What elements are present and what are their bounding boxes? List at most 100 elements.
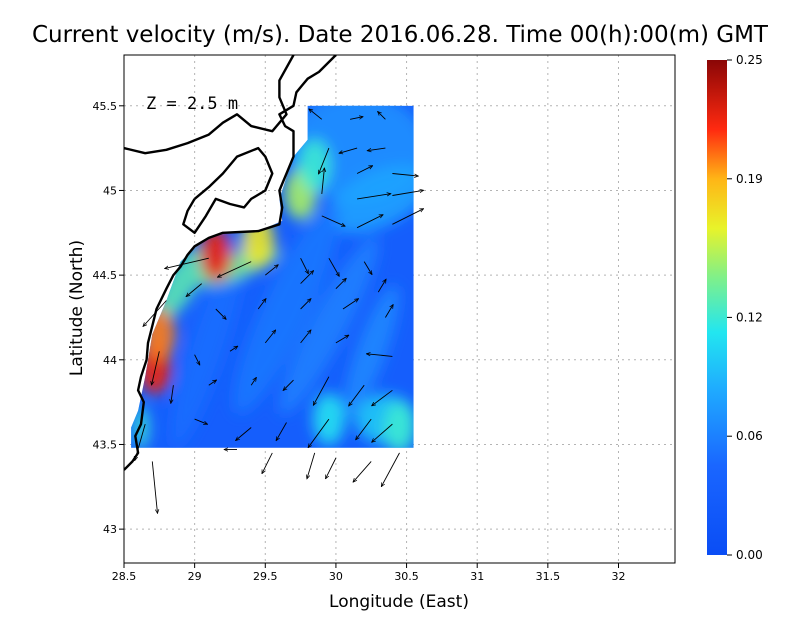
velocity-arrow	[392, 190, 423, 196]
velocity-arrow	[135, 423, 146, 460]
velocity-arrow	[339, 147, 358, 153]
lagoon-outline	[124, 55, 295, 234]
velocity-arrow	[143, 300, 167, 327]
velocity-arrow	[257, 299, 266, 310]
velocity-arrow	[300, 271, 314, 284]
field-band	[343, 285, 400, 418]
y-tick-label: 45	[103, 184, 117, 197]
velocity-arrow	[300, 257, 309, 274]
velocity-arrow	[309, 109, 323, 120]
velocity-arrow	[151, 461, 157, 513]
velocity-arrow	[385, 305, 393, 318]
velocity-arrow	[392, 173, 418, 177]
x-tick-label: 29.5	[253, 570, 278, 583]
velocity-arrow	[308, 418, 330, 448]
velocity-arrow	[325, 457, 337, 479]
colorbar-tick-label: 0.06	[736, 429, 763, 443]
velocity-arrow	[335, 278, 346, 290]
y-axis-ticks: 43 43.5 44 44.5 45 45.5	[93, 100, 124, 536]
y-tick-label: 44	[103, 354, 117, 367]
chart-title: Current velocity (m/s). Date 2016.06.28.…	[32, 22, 769, 48]
y-tick-label: 44.5	[93, 269, 118, 282]
velocity-arrow	[152, 351, 160, 385]
velocity-arrow	[300, 330, 311, 344]
velocity-arrow	[265, 265, 278, 276]
x-tick-label: 30	[329, 570, 343, 583]
colorbar-tick-label: 0.25	[736, 53, 763, 67]
velocity-arrow	[171, 385, 174, 403]
colorbar	[707, 60, 727, 555]
velocity-arrow	[335, 335, 349, 344]
y-axis-label: Latitude (North)	[67, 240, 87, 376]
velocity-arrow	[372, 423, 393, 442]
colorbar-ticks: 0.00 0.06 0.12 0.19 0.25	[727, 53, 763, 562]
velocity-arrow	[321, 168, 325, 194]
x-tick-label: 28.5	[112, 570, 137, 583]
velocity-arrow	[276, 422, 287, 441]
velocity-arrow	[283, 379, 294, 390]
velocity-arrow	[356, 165, 373, 174]
velocity-arrow	[342, 299, 359, 310]
velocity-arrow	[350, 117, 363, 120]
velocity-hotspot	[312, 393, 345, 446]
field-band	[279, 237, 379, 415]
velocity-arrow	[313, 376, 330, 406]
velocity-arrow	[261, 452, 273, 474]
velocity-arrow	[392, 208, 423, 225]
field-band	[132, 405, 149, 448]
velocity-vectors	[135, 109, 424, 514]
depth-annotation: Z = 2.5 m	[146, 94, 238, 114]
velocity-arrow	[236, 427, 252, 441]
field-bands	[132, 105, 414, 448]
field-band	[170, 238, 247, 448]
velocity-arrow	[165, 257, 209, 268]
velocity-arrow	[381, 452, 400, 487]
x-tick-label: 31.5	[536, 570, 561, 583]
x-tick-label: 32	[611, 570, 625, 583]
velocity-arrow	[194, 354, 201, 365]
velocity-arrow	[377, 279, 386, 293]
velocity-arrow	[215, 308, 226, 319]
velocity-arrow	[186, 283, 202, 297]
velocity-arrow	[349, 384, 365, 406]
velocity-arrow	[356, 214, 383, 229]
colorbar-tick-label: 0.19	[736, 172, 763, 186]
y-tick-label: 43	[103, 523, 117, 536]
field-band	[233, 204, 340, 414]
velocity-arrow	[307, 452, 316, 479]
colorbar-tick-label: 0.12	[736, 310, 763, 324]
x-axis-label: Longitude (East)	[329, 592, 469, 612]
velocity-arrow	[264, 330, 275, 344]
plot-frame	[123, 54, 676, 564]
velocity-arrow	[356, 418, 372, 440]
velocity-hotspot	[383, 401, 414, 448]
y-tick-label: 45.5	[93, 100, 118, 113]
velocity-arrow	[300, 299, 311, 310]
velocity-arrow	[250, 377, 256, 386]
x-tick-label: 30.5	[394, 570, 419, 583]
velocity-arrow	[367, 147, 386, 151]
x-tick-label: 31	[470, 570, 484, 583]
x-tick-label: 29	[188, 570, 202, 583]
y-tick-label: 43.5	[93, 438, 118, 451]
velocity-arrow	[372, 389, 393, 406]
velocity-arrow	[366, 354, 393, 357]
velocity-arrow	[319, 147, 330, 174]
velocity-arrow	[229, 346, 238, 352]
velocity-arrow	[353, 461, 372, 482]
velocity-hotspot	[298, 139, 331, 192]
velocity-hotspot	[199, 228, 232, 281]
field-band	[156, 248, 205, 320]
field-band	[327, 164, 414, 234]
velocity-arrow	[357, 194, 391, 200]
velocity-field	[131, 105, 414, 448]
velocity-arrow	[208, 380, 217, 386]
velocity-arrow	[363, 261, 372, 275]
x-axis-ticks: 28.5 29 29.5 30 30.5 31 31.5 32	[112, 563, 625, 583]
colorbar-tick-label: 0.00	[736, 548, 763, 562]
velocity-arrow	[217, 261, 252, 278]
velocity-arrow	[194, 418, 208, 424]
velocity-arrow	[321, 215, 345, 227]
velocity-arrow	[378, 112, 386, 120]
